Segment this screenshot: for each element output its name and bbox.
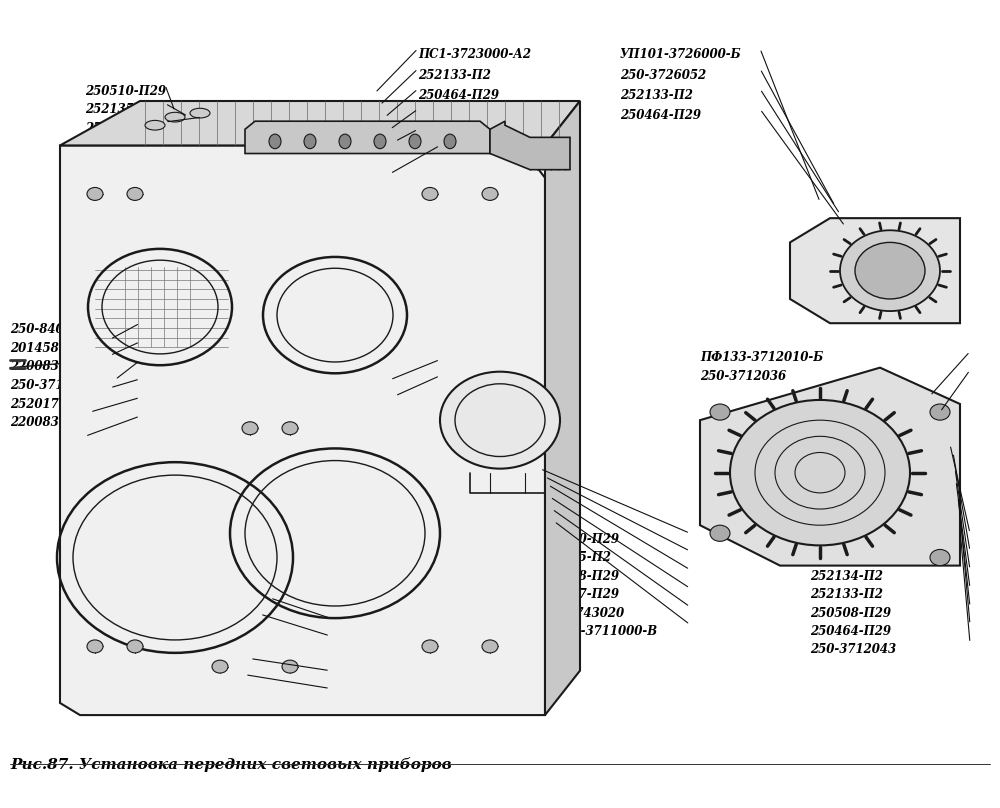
Circle shape xyxy=(930,549,950,566)
Polygon shape xyxy=(60,101,580,145)
Circle shape xyxy=(855,242,925,299)
Circle shape xyxy=(840,230,940,311)
Text: УП101-3726000-Б: УП101-3726000-Б xyxy=(620,48,742,61)
Text: 250-3711015-10: 250-3711015-10 xyxy=(230,688,337,701)
Text: 252134-П2: 252134-П2 xyxy=(810,570,883,583)
Text: Рис.87. Установка передних световых приборов: Рис.87. Установка передних световых приб… xyxy=(10,756,452,772)
Text: ПФ133-3712010-Б: ПФ133-3712010-Б xyxy=(700,351,823,364)
Circle shape xyxy=(422,640,438,653)
Ellipse shape xyxy=(190,108,210,118)
Text: 252133-П2: 252133-П2 xyxy=(370,360,443,372)
Text: 252135-П2: 252135-П2 xyxy=(538,551,611,564)
Text: 252018-П29: 252018-П29 xyxy=(538,570,619,583)
Circle shape xyxy=(930,404,950,420)
Text: 250-3743045: 250-3743045 xyxy=(230,618,316,631)
Text: 220083-П29: 220083-П29 xyxy=(10,416,91,429)
Circle shape xyxy=(422,187,438,200)
Ellipse shape xyxy=(304,134,316,149)
Ellipse shape xyxy=(339,134,351,149)
Ellipse shape xyxy=(269,134,281,149)
Text: 250464-П29: 250464-П29 xyxy=(620,109,701,122)
Ellipse shape xyxy=(145,120,165,130)
Text: 315406-П29: 315406-П29 xyxy=(335,174,416,187)
Text: 252135-П2: 252135-П2 xyxy=(85,103,158,116)
Text: 250-3712036: 250-3712036 xyxy=(700,370,786,383)
Text: 250-3743020: 250-3743020 xyxy=(538,607,624,620)
Ellipse shape xyxy=(409,134,421,149)
Polygon shape xyxy=(790,218,960,323)
Text: 250-3726052: 250-3726052 xyxy=(620,69,706,82)
Polygon shape xyxy=(700,368,960,566)
Text: 252133-П2: 252133-П2 xyxy=(418,69,491,82)
Circle shape xyxy=(242,422,258,435)
Text: 250464-П29: 250464-П29 xyxy=(370,376,451,389)
Text: 201456-П29: 201456-П29 xyxy=(230,671,311,684)
Text: 250464-П29: 250464-П29 xyxy=(418,129,499,142)
Text: 252017-П29: 252017-П29 xyxy=(10,398,91,410)
Circle shape xyxy=(482,640,498,653)
Circle shape xyxy=(282,660,298,673)
Text: 220086-П29: 220086-П29 xyxy=(418,109,499,122)
Circle shape xyxy=(127,640,143,653)
Text: 252133-П2: 252133-П2 xyxy=(810,588,883,601)
Text: 252007-П29: 252007-П29 xyxy=(538,588,619,601)
Circle shape xyxy=(127,187,143,200)
Ellipse shape xyxy=(374,134,386,149)
Circle shape xyxy=(710,525,730,541)
Text: ФГ119-3711000-В: ФГ119-3711000-В xyxy=(538,625,658,638)
Text: 201420-П29: 201420-П29 xyxy=(810,533,891,546)
Circle shape xyxy=(87,640,103,653)
Text: 250464-П29: 250464-П29 xyxy=(418,89,499,102)
Text: 250510-П29: 250510-П29 xyxy=(85,85,166,98)
Ellipse shape xyxy=(165,112,185,122)
Text: 250-3711014-10: 250-3711014-10 xyxy=(10,379,117,392)
Text: 250464-П29: 250464-П29 xyxy=(810,625,891,638)
Polygon shape xyxy=(490,121,570,170)
Text: 250508-П29: 250508-П29 xyxy=(810,607,891,620)
Circle shape xyxy=(87,187,103,200)
Text: 250-3712043: 250-3712043 xyxy=(810,643,896,656)
Circle shape xyxy=(710,404,730,420)
Text: 250510-П29: 250510-П29 xyxy=(538,533,619,546)
Ellipse shape xyxy=(444,134,456,149)
Text: 220083-П29: 220083-П29 xyxy=(10,360,91,373)
Polygon shape xyxy=(545,101,580,715)
Circle shape xyxy=(730,400,910,545)
Text: 250-3712040: 250-3712040 xyxy=(810,551,896,564)
Polygon shape xyxy=(245,121,490,154)
Text: 250-8403296: 250-8403296 xyxy=(10,323,96,336)
Text: 252133-П2: 252133-П2 xyxy=(620,89,693,102)
Circle shape xyxy=(212,660,228,673)
Text: 252005-П29: 252005-П29 xyxy=(85,122,166,135)
Polygon shape xyxy=(60,145,545,715)
Text: 201458-П29: 201458-П29 xyxy=(10,342,91,355)
Circle shape xyxy=(482,187,498,200)
Circle shape xyxy=(282,422,298,435)
Text: ФГ122-3711000-Н: ФГ122-3711000-Н xyxy=(230,636,351,649)
Text: ПС1-3723000-А2: ПС1-3723000-А2 xyxy=(418,48,531,61)
Circle shape xyxy=(440,372,560,469)
